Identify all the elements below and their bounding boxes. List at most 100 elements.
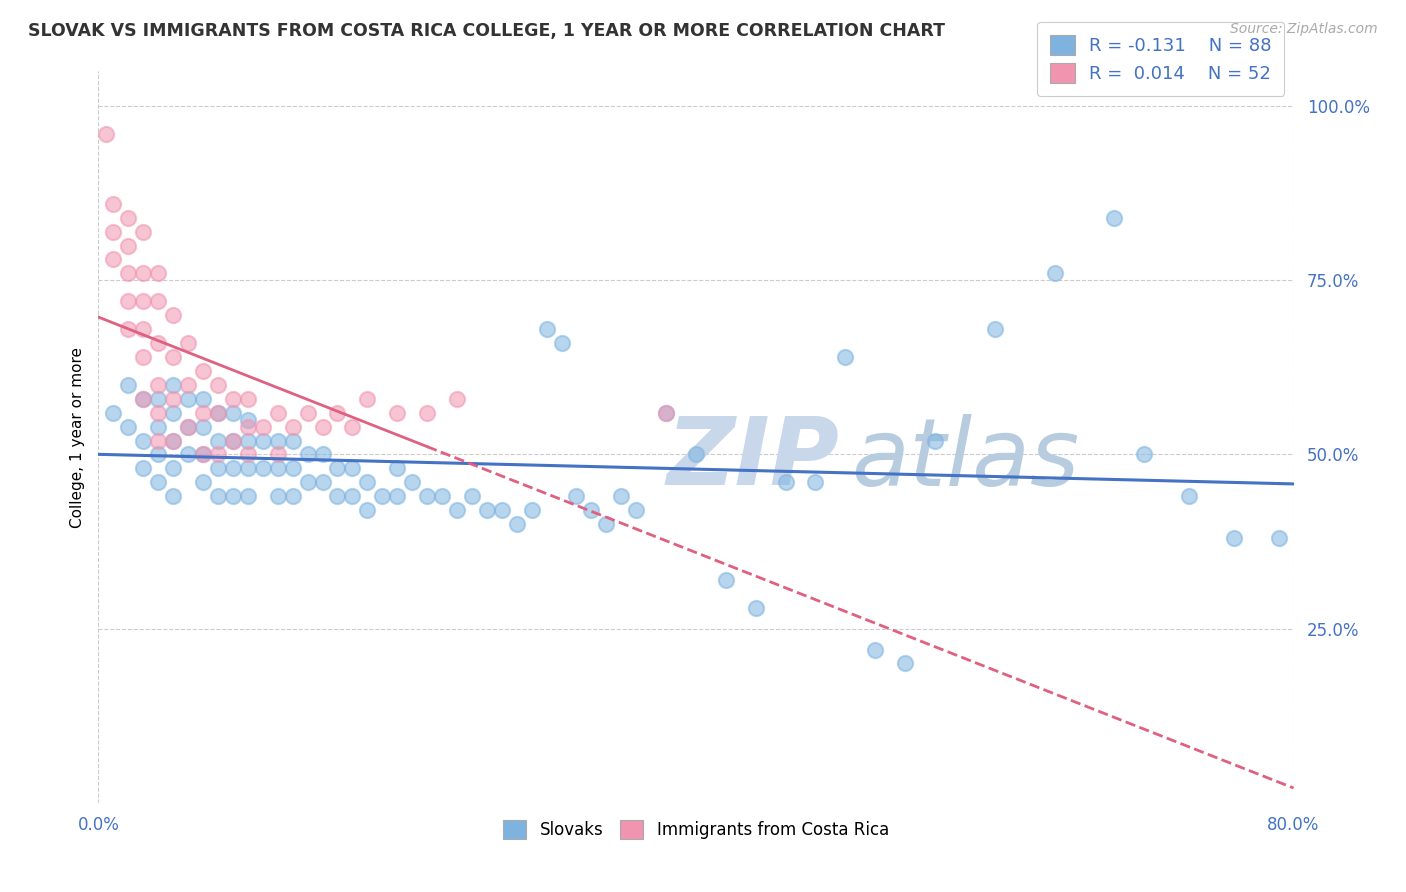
Slovaks	[581, 503, 603, 517]
Immigrants from Costa Rica	[132, 350, 155, 364]
Immigrants from Costa Rica	[117, 294, 139, 309]
Immigrants from Costa Rica	[655, 406, 678, 420]
Slovaks	[177, 392, 200, 406]
Slovaks	[446, 503, 468, 517]
Slovaks	[610, 489, 633, 503]
Slovaks	[326, 489, 349, 503]
Slovaks	[191, 419, 214, 434]
Slovaks	[626, 503, 648, 517]
Slovaks	[311, 475, 333, 490]
Immigrants from Costa Rica	[117, 238, 139, 252]
Y-axis label: College, 1 year or more: College, 1 year or more	[69, 347, 84, 527]
Immigrants from Costa Rica	[342, 419, 364, 434]
Immigrants from Costa Rica	[148, 294, 170, 309]
Immigrants from Costa Rica	[191, 406, 214, 420]
Slovaks	[297, 448, 319, 462]
Slovaks	[342, 489, 364, 503]
Slovaks	[297, 475, 319, 490]
Slovaks	[356, 503, 378, 517]
Slovaks	[714, 573, 737, 587]
Slovaks	[775, 475, 797, 490]
Immigrants from Costa Rica	[148, 406, 170, 420]
Immigrants from Costa Rica	[267, 406, 290, 420]
Slovaks	[222, 461, 245, 475]
Text: ZIP: ZIP	[666, 413, 839, 505]
Immigrants from Costa Rica	[385, 406, 409, 420]
Slovaks	[745, 600, 768, 615]
Slovaks	[565, 489, 588, 503]
Immigrants from Costa Rica	[207, 406, 229, 420]
Immigrants from Costa Rica	[177, 377, 200, 392]
Immigrants from Costa Rica	[267, 448, 290, 462]
Slovaks	[385, 489, 409, 503]
Immigrants from Costa Rica	[94, 127, 117, 141]
Slovaks	[222, 434, 245, 448]
Slovaks	[536, 322, 558, 336]
Slovaks	[924, 434, 946, 448]
Immigrants from Costa Rica	[162, 308, 184, 322]
Slovaks	[356, 475, 378, 490]
Slovaks	[207, 489, 229, 503]
Slovaks	[207, 461, 229, 475]
Immigrants from Costa Rica	[117, 266, 139, 280]
Text: SLOVAK VS IMMIGRANTS FROM COSTA RICA COLLEGE, 1 YEAR OR MORE CORRELATION CHART: SLOVAK VS IMMIGRANTS FROM COSTA RICA COL…	[28, 22, 945, 40]
Text: Source: ZipAtlas.com: Source: ZipAtlas.com	[1230, 22, 1378, 37]
Slovaks	[685, 448, 707, 462]
Immigrants from Costa Rica	[117, 211, 139, 225]
Slovaks	[865, 642, 887, 657]
Slovaks	[162, 434, 184, 448]
Text: atlas: atlas	[852, 414, 1080, 505]
Immigrants from Costa Rica	[177, 336, 200, 351]
Immigrants from Costa Rica	[356, 392, 378, 406]
Slovaks	[222, 489, 245, 503]
Immigrants from Costa Rica	[148, 266, 170, 280]
Slovaks	[236, 434, 259, 448]
Immigrants from Costa Rica	[236, 419, 259, 434]
Immigrants from Costa Rica	[148, 377, 170, 392]
Slovaks	[236, 461, 259, 475]
Immigrants from Costa Rica	[148, 434, 170, 448]
Immigrants from Costa Rica	[326, 406, 349, 420]
Immigrants from Costa Rica	[191, 448, 214, 462]
Slovaks	[162, 406, 184, 420]
Slovaks	[1223, 531, 1246, 545]
Immigrants from Costa Rica	[177, 419, 200, 434]
Slovaks	[371, 489, 394, 503]
Slovaks	[894, 657, 917, 671]
Slovaks	[117, 419, 139, 434]
Slovaks	[162, 489, 184, 503]
Slovaks	[177, 419, 200, 434]
Slovaks	[281, 461, 304, 475]
Slovaks	[236, 489, 259, 503]
Slovaks	[506, 517, 529, 532]
Slovaks	[148, 392, 170, 406]
Slovaks	[1178, 489, 1201, 503]
Immigrants from Costa Rica	[132, 266, 155, 280]
Slovaks	[804, 475, 827, 490]
Slovaks	[117, 377, 139, 392]
Slovaks	[252, 434, 274, 448]
Immigrants from Costa Rica	[162, 350, 184, 364]
Slovaks	[342, 461, 364, 475]
Immigrants from Costa Rica	[117, 322, 139, 336]
Slovaks	[191, 392, 214, 406]
Slovaks	[177, 448, 200, 462]
Immigrants from Costa Rica	[162, 392, 184, 406]
Immigrants from Costa Rica	[162, 434, 184, 448]
Immigrants from Costa Rica	[236, 392, 259, 406]
Immigrants from Costa Rica	[132, 322, 155, 336]
Slovaks	[162, 461, 184, 475]
Slovaks	[475, 503, 498, 517]
Immigrants from Costa Rica	[311, 419, 333, 434]
Slovaks	[834, 350, 856, 364]
Slovaks	[550, 336, 572, 351]
Immigrants from Costa Rica	[281, 419, 304, 434]
Slovaks	[267, 461, 290, 475]
Slovaks	[103, 406, 125, 420]
Slovaks	[461, 489, 484, 503]
Slovaks	[148, 475, 170, 490]
Slovaks	[491, 503, 513, 517]
Slovaks	[281, 434, 304, 448]
Slovaks	[236, 412, 259, 426]
Slovaks	[222, 406, 245, 420]
